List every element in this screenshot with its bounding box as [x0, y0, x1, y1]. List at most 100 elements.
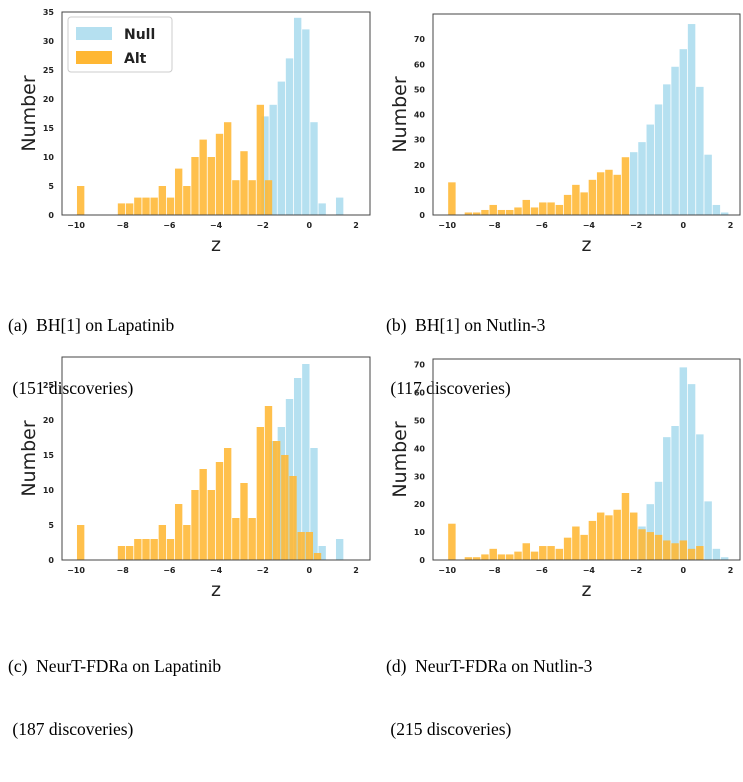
alt-bar	[613, 174, 621, 215]
alt-bar	[464, 557, 473, 560]
alt-bar	[472, 212, 481, 215]
null-bar	[654, 481, 663, 560]
null-bar	[671, 66, 679, 215]
alt-bar	[150, 539, 158, 560]
alt-bar	[207, 157, 216, 215]
legend-label-alt: Alt	[124, 51, 147, 67]
alt-bar	[572, 526, 580, 560]
alt-bar	[671, 543, 679, 560]
caption-line: (b) BH[1] on Nutlin-3	[386, 315, 546, 335]
y-axis-label: Number	[18, 420, 40, 497]
alt-bar	[506, 554, 514, 560]
x-tick-label: −10	[438, 566, 456, 575]
alt-bar	[240, 151, 248, 215]
alt-bar	[134, 539, 142, 560]
x-tick-label: −6	[163, 566, 176, 575]
null-bar	[335, 197, 344, 215]
y-axis-label: Number	[18, 75, 40, 152]
alt-bar	[174, 504, 183, 560]
alt-bar	[191, 490, 199, 560]
alt-bar	[539, 202, 547, 215]
legend-swatch-null	[76, 27, 112, 40]
y-tick-label: 10	[43, 486, 55, 495]
null-bar	[293, 17, 302, 215]
x-tick-label: −8	[117, 221, 130, 230]
x-tick-label: 0	[681, 221, 687, 230]
null-bar	[687, 384, 696, 560]
x-tick-label: 2	[728, 566, 734, 575]
null-bar	[704, 501, 712, 560]
null-bar	[277, 81, 286, 215]
alt-bar	[142, 197, 150, 215]
alt-bar	[125, 546, 134, 560]
alt-bar	[646, 532, 654, 560]
x-tick-label: −8	[117, 566, 130, 575]
alt-bar	[281, 455, 289, 560]
alt-bar	[481, 554, 489, 560]
y-tick-label: 30	[43, 37, 55, 46]
alt-bar	[223, 122, 232, 215]
caption-line: (117 discoveries)	[386, 378, 511, 398]
null-bar	[663, 437, 671, 560]
null-bar	[712, 548, 721, 560]
alt-bar	[289, 476, 297, 560]
x-tick-label: −4	[210, 566, 223, 575]
y-tick-label: 0	[419, 211, 425, 220]
alt-bar	[588, 520, 597, 560]
alt-bar	[76, 186, 85, 215]
y-tick-label: 50	[414, 416, 426, 425]
y-tick-label: 0	[419, 556, 425, 565]
null-bar	[302, 364, 310, 560]
alt-bar	[613, 509, 621, 560]
x-tick-label: −2	[257, 221, 269, 230]
alt-bar	[679, 540, 688, 560]
y-tick-label: 15	[43, 124, 55, 133]
legend-label-null: Null	[124, 27, 155, 43]
null-bar	[310, 122, 318, 215]
x-axis-label: z	[211, 234, 221, 256]
histogram-chart: −10 −8 −6 −4 −2 0 205101520253035zNumberNullAl…	[18, 8, 371, 256]
x-tick-label: −4	[583, 221, 596, 230]
y-tick-label: 30	[414, 136, 426, 145]
null-bar	[663, 84, 671, 215]
y-tick-label: 5	[48, 521, 54, 530]
null-bar	[629, 152, 638, 215]
alt-bar	[174, 168, 183, 215]
null-bar	[293, 378, 302, 560]
y-tick-label: 0	[48, 211, 54, 220]
alt-bar	[522, 543, 531, 560]
caption-line: (187 discoveries)	[8, 719, 134, 739]
alt-bar	[256, 104, 265, 215]
alt-bar	[621, 493, 630, 560]
alt-bar	[215, 133, 224, 215]
x-tick-label: 2	[728, 221, 734, 230]
alt-bar	[464, 212, 473, 215]
alt-bar	[297, 532, 305, 560]
plot-frame	[432, 13, 741, 216]
y-axis-label: Number	[389, 421, 411, 498]
alt-bar	[183, 186, 191, 215]
alt-bar	[555, 548, 564, 560]
x-tick-label: −8	[488, 221, 501, 230]
alt-bar	[563, 537, 572, 560]
y-tick-label: 20	[43, 95, 55, 104]
y-tick-label: 50	[414, 85, 426, 94]
caption-line: (c) NeurT-FDRa on Lapatinib	[8, 656, 222, 676]
y-tick-label: 60	[414, 60, 426, 69]
x-axis-label: z	[582, 234, 592, 256]
alt-bar	[497, 554, 506, 560]
null-bar	[712, 204, 721, 215]
null-bar	[646, 124, 654, 215]
alt-bar	[150, 197, 158, 215]
alt-bar	[199, 469, 207, 560]
alt-bar	[605, 515, 613, 560]
alt-bar	[638, 529, 646, 560]
null-bar	[720, 557, 729, 560]
x-tick-label: 2	[353, 566, 359, 575]
alt-bar	[472, 557, 481, 560]
alt-bar	[166, 197, 175, 215]
null-bar	[679, 367, 688, 560]
alt-bar	[506, 209, 514, 215]
alt-bar	[489, 204, 497, 215]
